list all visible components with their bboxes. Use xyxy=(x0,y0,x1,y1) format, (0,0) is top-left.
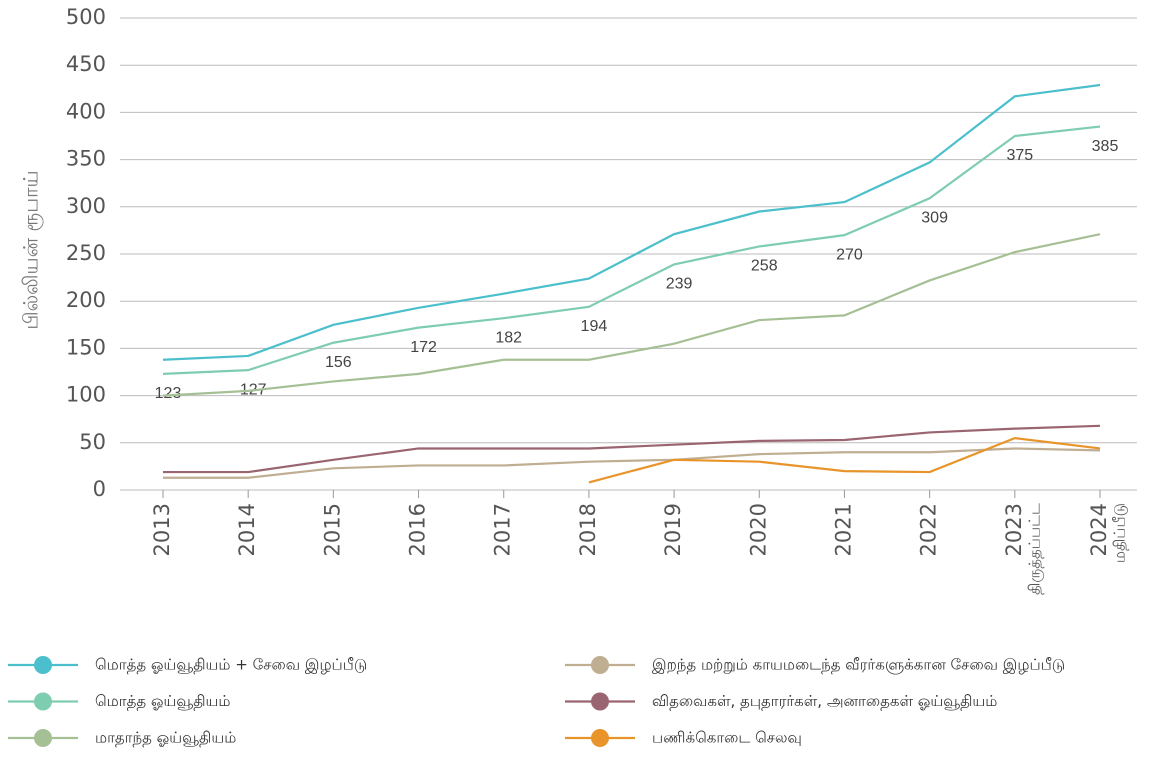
x-tick-label: 2022 xyxy=(917,503,941,556)
y-tick-label: 0 xyxy=(93,477,106,501)
legend-marker xyxy=(34,692,52,711)
x-tick-sublabel: திருத்தப்பட்ட xyxy=(1025,503,1043,595)
x-tick-label: 2021 xyxy=(831,503,855,556)
y-tick-label: 250 xyxy=(66,241,106,265)
x-tick-label: 2019 xyxy=(661,503,685,556)
legend-marker xyxy=(591,656,609,674)
y-tick-label: 450 xyxy=(66,52,106,76)
x-tick-sublabel: மதிப்பீடு xyxy=(1111,503,1129,563)
value-label: 385 xyxy=(1092,138,1119,155)
value-label: 375 xyxy=(1006,147,1033,164)
series-line xyxy=(162,125,1101,375)
legend-label: பணிக்கொடை செலவு xyxy=(652,729,802,747)
x-tick-label: 2014 xyxy=(235,503,259,556)
value-label: 258 xyxy=(751,258,778,275)
value-label: 182 xyxy=(495,329,522,346)
value-label: 239 xyxy=(666,276,693,293)
legend-label: இறந்த மற்றும் காயமடைந்த வீரர்களுக்கான சே… xyxy=(652,656,1065,675)
series-line xyxy=(163,424,1101,474)
y-tick-label: 100 xyxy=(66,383,106,407)
y-axis-title: பில்லியன் ரூபாய் xyxy=(19,170,44,329)
x-tick-label: 2013 xyxy=(150,503,174,556)
value-label: 270 xyxy=(836,246,863,263)
y-tick-label: 350 xyxy=(66,147,106,171)
value-label: 172 xyxy=(410,339,437,356)
legend-marker xyxy=(34,656,52,674)
legend-label: மாதாந்த ஓய்வூதியம் xyxy=(95,729,236,747)
legend-marker xyxy=(591,692,609,711)
series-line xyxy=(162,83,1101,361)
y-tick-label: 150 xyxy=(66,335,106,359)
x-tick-label: 2018 xyxy=(576,503,600,556)
y-tick-label: 50 xyxy=(79,430,106,454)
legend-marker xyxy=(34,729,52,747)
x-tick-label: 2020 xyxy=(746,503,770,556)
y-tick-label: 300 xyxy=(66,194,106,218)
legend-label: விதவைகள், தபுதாரர்கள், அனாதைகள் ஓய்வூதிய… xyxy=(652,692,997,710)
y-tick-label: 400 xyxy=(66,99,106,123)
value-label: 156 xyxy=(325,354,352,371)
legend-label: மொத்த ஓய்வூதியம் + சேவை இழப்பீடு xyxy=(95,656,367,674)
series-line xyxy=(588,436,1101,484)
legend-label: மொத்த ஓய்வூதியம் xyxy=(95,692,230,710)
x-tick-label: 2016 xyxy=(406,503,430,556)
series-line xyxy=(163,447,1101,479)
x-tick-label: 2023 xyxy=(1002,503,1026,556)
x-tick-label: 2017 xyxy=(491,503,515,556)
legend-marker xyxy=(591,729,609,747)
x-tick-label: 2024 xyxy=(1087,503,1111,556)
value-label: 194 xyxy=(581,318,608,335)
value-label: 123 xyxy=(155,385,182,402)
x-tick-label: 2015 xyxy=(320,503,344,556)
value-label: 309 xyxy=(921,210,948,227)
y-tick-label: 500 xyxy=(66,5,106,29)
series-line xyxy=(162,233,1101,397)
y-tick-label: 200 xyxy=(66,288,106,312)
